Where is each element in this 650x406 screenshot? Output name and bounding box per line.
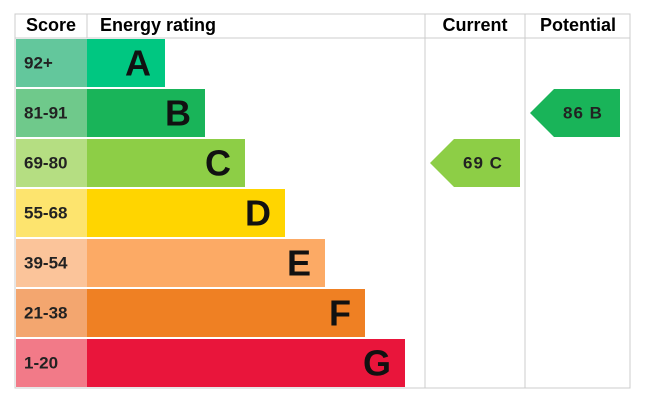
rating-letter: E	[287, 243, 311, 284]
score-label: 55-68	[24, 203, 67, 222]
rating-bar	[87, 89, 205, 137]
rating-bar	[87, 189, 285, 237]
rating-bar	[87, 139, 245, 187]
header-potential: Potential	[540, 15, 616, 35]
rating-letter: D	[245, 193, 271, 234]
rating-bar	[87, 339, 405, 387]
header-score: Score	[26, 15, 76, 35]
score-label: 69-80	[24, 153, 67, 172]
score-cell	[16, 89, 87, 137]
score-cell	[16, 139, 87, 187]
score-cell	[16, 39, 87, 87]
score-cell	[16, 189, 87, 237]
rating-letter: B	[165, 93, 191, 134]
score-cell	[16, 289, 87, 337]
rating-bar	[87, 289, 365, 337]
rating-letter: C	[205, 143, 231, 184]
header-current: Current	[442, 15, 507, 35]
score-label: 1-20	[24, 353, 58, 372]
current-label: 69 C	[463, 153, 503, 172]
header-rating: Energy rating	[100, 15, 216, 35]
score-label: 39-54	[24, 253, 68, 272]
score-label: 21-38	[24, 303, 67, 322]
rating-bar	[87, 239, 325, 287]
rating-letter: F	[329, 293, 351, 334]
score-cell	[16, 339, 87, 387]
score-label: 81-91	[24, 103, 67, 122]
rating-bar	[87, 39, 165, 87]
current-arrow	[430, 139, 520, 187]
score-label: 92+	[24, 53, 53, 72]
score-cell	[16, 239, 87, 287]
frame	[14, 13, 631, 389]
potential-label: 86 B	[563, 103, 603, 122]
rating-letter: G	[363, 343, 391, 384]
rating-letter: A	[125, 43, 151, 84]
potential-arrow	[530, 89, 620, 137]
